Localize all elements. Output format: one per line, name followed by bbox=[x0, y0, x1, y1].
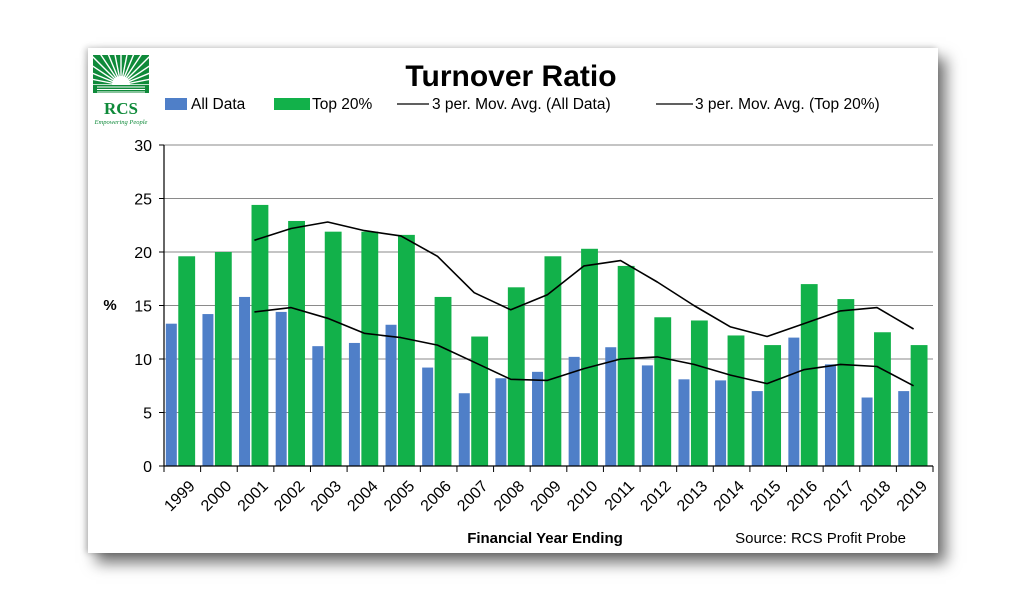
bar-all-data bbox=[422, 367, 434, 466]
x-tick-label: 2015 bbox=[747, 478, 784, 515]
logo-horizon bbox=[93, 85, 149, 93]
bar-all-data bbox=[495, 378, 507, 466]
x-tick-label: 2000 bbox=[198, 478, 235, 515]
bar-all-data bbox=[348, 342, 360, 466]
bar-top-20 bbox=[251, 204, 269, 467]
bar-top-20 bbox=[361, 231, 379, 466]
x-tick-label: 2013 bbox=[674, 478, 711, 515]
bar-all-data bbox=[165, 323, 177, 466]
x-tick-label: 2005 bbox=[381, 478, 418, 515]
bar-top-20 bbox=[178, 256, 196, 466]
legend-swatch-all-data bbox=[165, 98, 187, 110]
mov-avg-line-top-20 bbox=[254, 221, 915, 338]
x-tick-label: 2011 bbox=[602, 478, 638, 514]
bar-top-20 bbox=[434, 296, 452, 466]
bar-top-20 bbox=[397, 234, 415, 466]
bar-top-20 bbox=[288, 220, 305, 466]
bar-all-data bbox=[678, 379, 690, 466]
y-tick-label: 20 bbox=[134, 245, 152, 262]
legend-swatch-top-20 bbox=[274, 98, 310, 110]
bar-top-20 bbox=[617, 265, 635, 466]
bar-all-data bbox=[532, 371, 544, 466]
y-tick-label: 30 bbox=[134, 138, 152, 155]
x-tick-label: 2017 bbox=[821, 478, 858, 515]
chart-card: RCS Empowering People Turnover Ratio All… bbox=[88, 48, 938, 553]
logo-tagline: Empowering People bbox=[94, 119, 148, 126]
source-note: Source: RCS Profit Probe bbox=[735, 530, 906, 547]
logo-text: RCS bbox=[104, 99, 138, 118]
bar-top-20 bbox=[581, 248, 598, 466]
rcs-logo: RCS Empowering People bbox=[88, 48, 161, 126]
chart-legend: All Data Top 20% 3 per. Mov. Avg. (All D… bbox=[165, 96, 880, 113]
bar-top-20 bbox=[910, 345, 928, 466]
bar-all-data bbox=[715, 380, 727, 466]
x-tick-label: 2018 bbox=[857, 478, 894, 515]
bars bbox=[165, 204, 928, 467]
y-tick-labels: 0 5 10 15 20 25 30 bbox=[134, 138, 164, 476]
bar-all-data bbox=[239, 296, 251, 466]
x-tick-label: 2001 bbox=[235, 478, 272, 515]
x-tick-label: 2014 bbox=[711, 478, 748, 515]
x-tick-label: 2019 bbox=[894, 478, 931, 515]
bar-all-data bbox=[202, 314, 214, 466]
bar-top-20 bbox=[837, 299, 855, 466]
legend-label-top-20: Top 20% bbox=[312, 96, 373, 113]
y-axis-label: % bbox=[103, 297, 116, 314]
x-tick-label: 2007 bbox=[454, 478, 491, 515]
bar-top-20 bbox=[800, 284, 818, 466]
bar-all-data bbox=[751, 391, 763, 466]
x-axis-label: Financial Year Ending bbox=[467, 530, 623, 547]
bar-all-data bbox=[275, 311, 287, 466]
bar-all-data bbox=[861, 397, 873, 466]
y-tick-label: 5 bbox=[143, 406, 152, 423]
x-tick-label: 2012 bbox=[637, 478, 674, 515]
x-tick-label: 1999 bbox=[161, 478, 198, 515]
y-tick-label: 10 bbox=[134, 352, 152, 369]
y-tick-label: 25 bbox=[134, 192, 152, 209]
x-tick-label: 2009 bbox=[528, 478, 565, 515]
bar-all-data bbox=[824, 364, 836, 466]
x-tick-labels: 1999 2000 2001 2002 2003 2004 2005 2006 2007 2008… bbox=[161, 478, 931, 515]
mov-avg-line-all-data bbox=[254, 306, 914, 387]
bar-top-20 bbox=[507, 287, 525, 466]
bar-top-20 bbox=[727, 335, 745, 466]
bar-all-data bbox=[568, 356, 580, 466]
legend-label-mov-avg-top: 3 per. Mov. Avg. (Top 20%) bbox=[695, 96, 880, 113]
bar-all-data bbox=[312, 346, 324, 466]
x-tick-label: 2002 bbox=[271, 478, 308, 515]
bar-top-20 bbox=[690, 320, 708, 466]
x-tick-label: 2008 bbox=[491, 478, 528, 515]
bar-top-20 bbox=[764, 345, 782, 466]
bar-all-data bbox=[788, 337, 800, 466]
bar-all-data bbox=[385, 324, 397, 466]
x-tick-label: 2010 bbox=[564, 478, 601, 515]
bar-all-data bbox=[641, 365, 653, 466]
bar-top-20 bbox=[544, 256, 562, 466]
legend-label-all-data: All Data bbox=[191, 96, 246, 113]
y-tick-label: 15 bbox=[134, 299, 152, 316]
bar-top-20 bbox=[214, 252, 232, 466]
x-tick-label: 2004 bbox=[344, 478, 381, 515]
moving-average-lines bbox=[254, 221, 915, 387]
bar-all-data bbox=[458, 393, 470, 466]
legend-label-mov-avg-all: 3 per. Mov. Avg. (All Data) bbox=[432, 96, 611, 113]
bar-top-20 bbox=[874, 332, 891, 466]
y-tick-label: 0 bbox=[143, 459, 152, 476]
bar-top-20 bbox=[324, 231, 342, 466]
logo-sun-icon bbox=[88, 48, 161, 94]
bar-top-20 bbox=[471, 336, 489, 466]
bar-all-data bbox=[898, 391, 910, 466]
bar-top-20 bbox=[654, 317, 672, 466]
x-tick-label: 2003 bbox=[308, 478, 345, 515]
x-tick-label: 2006 bbox=[418, 478, 455, 515]
chart-title: Turnover Ratio bbox=[405, 60, 616, 93]
x-tick-label: 2016 bbox=[784, 478, 821, 515]
turnover-ratio-chart: RCS Empowering People Turnover Ratio All… bbox=[88, 48, 934, 547]
bar-all-data bbox=[605, 347, 617, 466]
